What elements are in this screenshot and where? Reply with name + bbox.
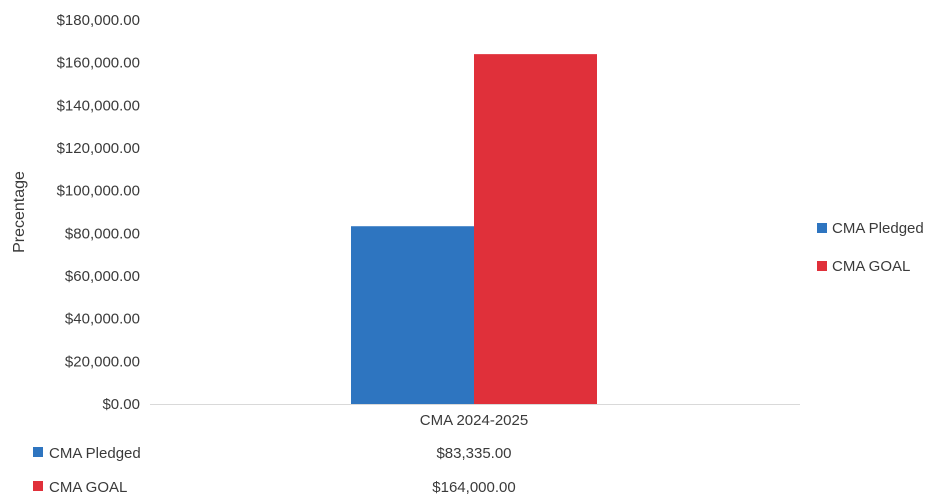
legend-label: CMA GOAL: [832, 258, 910, 275]
y-tick-label: $80,000.00: [65, 225, 140, 242]
y-tick-label: $20,000.00: [65, 353, 140, 370]
table-swatch: [33, 481, 43, 491]
table-value: $83,335.00: [436, 445, 511, 462]
y-tick-label: $100,000.00: [57, 183, 140, 200]
y-tick-label: $40,000.00: [65, 311, 140, 328]
bar-cma-goal: [474, 54, 597, 405]
table-value: $164,000.00: [432, 479, 515, 496]
data-table: CMA Pledged $83,335.00 CMA GOAL $164,000.00: [33, 445, 516, 496]
legend: CMA Pledged CMA GOAL: [817, 220, 924, 275]
x-tick-label: CMA 2024-2025: [420, 412, 528, 429]
legend-label: CMA Pledged: [832, 220, 924, 237]
table-swatch: [33, 447, 43, 457]
bars: [351, 54, 597, 405]
y-tick-label: $0.00: [102, 396, 140, 413]
y-tick-label: $180,000.00: [57, 12, 140, 29]
y-axis-label-group: Precentage: [11, 171, 28, 253]
y-tick-label: $160,000.00: [57, 55, 140, 72]
x-tick-labels: CMA 2024-2025: [420, 412, 528, 429]
legend-swatch: [817, 261, 827, 271]
table-series-name: CMA Pledged: [49, 445, 141, 462]
y-tick-label: $120,000.00: [57, 140, 140, 157]
y-tick-labels: $0.00 $20,000.00 $40,000.00 $60,000.00 $80,0…: [57, 12, 140, 413]
y-tick-label: $60,000.00: [65, 268, 140, 285]
table-series-name: CMA GOAL: [49, 479, 127, 496]
y-tick-label: $140,000.00: [57, 97, 140, 114]
y-axis-title: Precentage: [11, 171, 28, 253]
bar-cma-pledged: [351, 226, 474, 404]
legend-swatch: [817, 223, 827, 233]
